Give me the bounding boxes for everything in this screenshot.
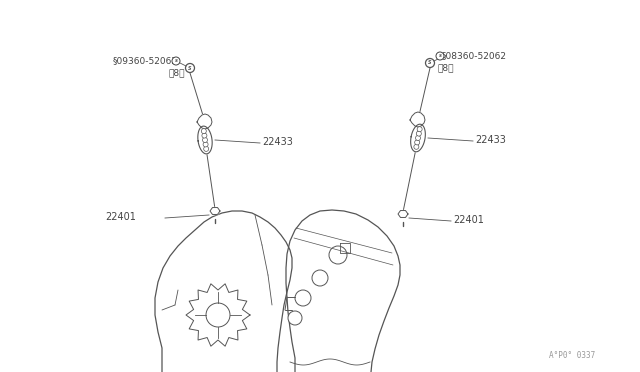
Text: 22401: 22401	[453, 215, 484, 225]
Circle shape	[329, 246, 347, 264]
Text: （8）: （8）	[168, 68, 185, 77]
Text: §09360-52062: §09360-52062	[113, 57, 178, 65]
Text: §08360-52062: §08360-52062	[442, 51, 507, 61]
Text: S: S	[188, 65, 192, 71]
Circle shape	[417, 131, 421, 136]
Polygon shape	[398, 211, 408, 218]
Circle shape	[426, 58, 435, 67]
Circle shape	[288, 311, 302, 325]
Circle shape	[202, 138, 207, 142]
Polygon shape	[411, 124, 426, 152]
Circle shape	[436, 52, 444, 60]
Text: S: S	[175, 59, 177, 63]
Circle shape	[415, 135, 420, 141]
Circle shape	[417, 127, 422, 132]
Text: S: S	[428, 61, 432, 65]
Polygon shape	[210, 208, 220, 215]
Text: 22401: 22401	[105, 212, 136, 222]
Circle shape	[186, 64, 195, 73]
Text: S: S	[438, 54, 442, 58]
Polygon shape	[198, 126, 212, 154]
Circle shape	[202, 133, 207, 138]
Circle shape	[204, 146, 209, 151]
Circle shape	[415, 140, 420, 145]
Circle shape	[202, 129, 206, 134]
Polygon shape	[197, 114, 212, 129]
Circle shape	[414, 144, 419, 149]
Text: 22433: 22433	[262, 137, 293, 147]
Circle shape	[203, 142, 208, 147]
Circle shape	[206, 303, 230, 327]
Text: 22433: 22433	[475, 135, 506, 145]
Text: A°P0° 0337: A°P0° 0337	[548, 351, 595, 360]
Circle shape	[312, 270, 328, 286]
Polygon shape	[410, 112, 425, 127]
Text: （8）: （8）	[438, 64, 454, 73]
Circle shape	[295, 290, 311, 306]
Circle shape	[172, 57, 180, 65]
